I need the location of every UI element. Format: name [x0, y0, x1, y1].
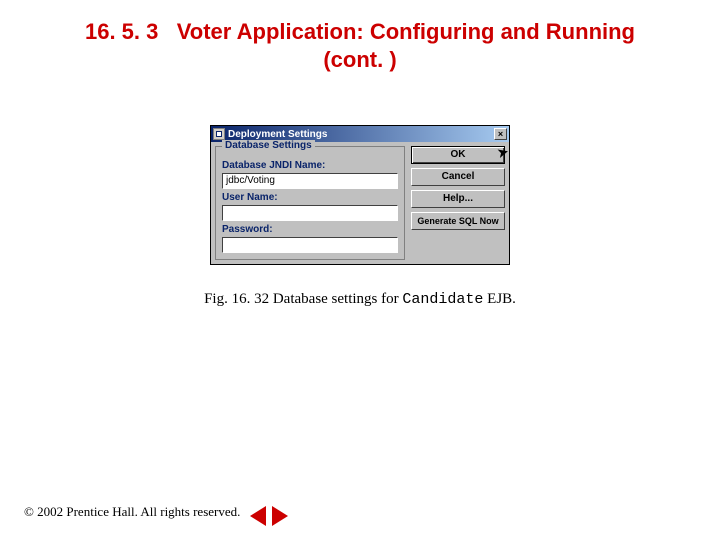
- deployment-settings-window: Deployment Settings × Database Settings …: [210, 125, 510, 265]
- prev-slide-button[interactable]: [250, 506, 266, 526]
- window-title: Deployment Settings: [228, 129, 494, 140]
- group-legend: Database Settings: [222, 140, 315, 151]
- help-button[interactable]: Help...: [411, 190, 505, 208]
- section-number: 16. 5. 3: [85, 19, 158, 44]
- close-icon: ×: [498, 130, 503, 139]
- title-text: Voter Application: Configuring and Runni…: [177, 19, 635, 72]
- figure-mid: Database settings for: [269, 291, 402, 307]
- database-settings-group: Database Settings Database JNDI Name: jd…: [215, 146, 405, 260]
- jndi-input[interactable]: jdbc/Voting: [222, 173, 398, 189]
- copyright-footer: © 2002 Prentice Hall. All rights reserve…: [24, 504, 240, 520]
- dialog-screenshot: Deployment Settings × Database Settings …: [210, 125, 510, 265]
- button-column: OK ➤ Cancel Help... Generate SQL Now: [411, 146, 505, 260]
- cursor-icon: ➤: [495, 143, 511, 162]
- ok-button[interactable]: OK: [411, 146, 505, 164]
- copyright-text: © 2002 Prentice Hall. All rights reserve…: [24, 504, 240, 520]
- username-input[interactable]: [222, 205, 398, 221]
- figure-caption: Fig. 16. 32 Database settings for Candid…: [0, 291, 720, 308]
- password-label: Password:: [222, 224, 398, 235]
- slide-nav: [250, 506, 288, 526]
- next-slide-button[interactable]: [272, 506, 288, 526]
- password-input[interactable]: [222, 237, 398, 253]
- figure-number: Fig. 16. 32: [204, 291, 269, 307]
- figure-suffix: EJB.: [483, 291, 516, 307]
- dialog-client-area: Database Settings Database JNDI Name: jd…: [211, 142, 509, 264]
- system-menu-icon[interactable]: [213, 128, 225, 140]
- jndi-label: Database JNDI Name:: [222, 160, 398, 171]
- figure-mono: Candidate: [402, 291, 483, 308]
- slide-title: 16. 5. 3 Voter Application: Configuring …: [0, 0, 720, 73]
- username-label: User Name:: [222, 192, 398, 203]
- generate-sql-button[interactable]: Generate SQL Now: [411, 212, 505, 230]
- close-button[interactable]: ×: [494, 128, 507, 140]
- cancel-button[interactable]: Cancel: [411, 168, 505, 186]
